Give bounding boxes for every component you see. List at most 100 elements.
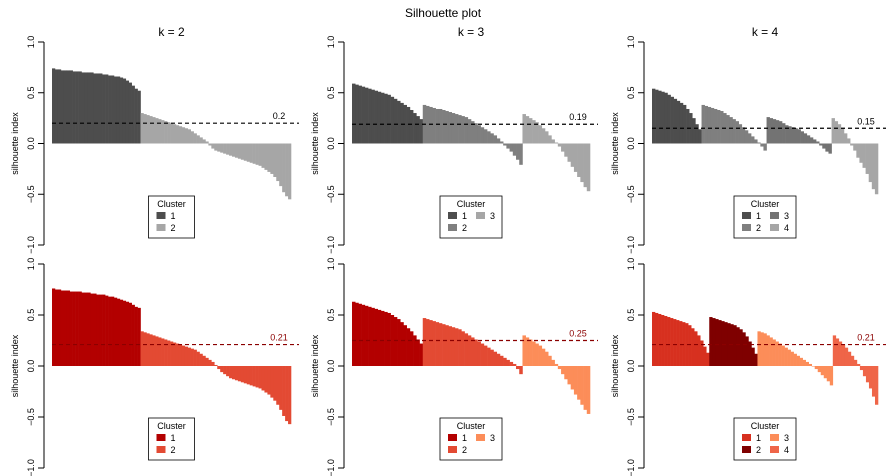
bar-cluster-1 <box>128 302 132 366</box>
y-tick-label: 1.0 <box>626 258 636 271</box>
legend-label-1: 1 <box>171 433 176 443</box>
y-axis-label: silhouette index <box>310 334 320 397</box>
bar-cluster-3 <box>580 366 584 405</box>
bar-cluster-1 <box>364 87 369 144</box>
bar-cluster-2 <box>187 129 191 144</box>
bar-cluster-2 <box>490 349 494 366</box>
y-tick-label: 1.0 <box>326 258 336 271</box>
legend-label-1: 1 <box>462 433 467 443</box>
bar-cluster-3 <box>522 335 526 366</box>
bar-cluster-2 <box>727 323 731 366</box>
legend-swatch-1 <box>448 212 457 219</box>
bar-cluster-3 <box>541 348 546 366</box>
legend-label-2: 2 <box>462 223 467 233</box>
bar-cluster-4 <box>862 366 867 377</box>
bar-cluster-2 <box>721 321 725 366</box>
bar-cluster-2 <box>237 143 242 159</box>
bar-cluster-2 <box>279 366 283 410</box>
bar-cluster-1 <box>63 70 68 144</box>
bar-cluster-2 <box>454 328 459 366</box>
bar-cluster-2 <box>172 342 177 366</box>
bar-cluster-2 <box>279 143 283 187</box>
bar-cluster-1 <box>667 317 671 366</box>
y-tick-label: −1.0 <box>326 459 336 476</box>
bar-cluster-2 <box>741 127 746 144</box>
bar-cluster-4 <box>865 143 870 174</box>
bar-cluster-3 <box>573 366 578 395</box>
legend-swatch-2 <box>448 224 457 231</box>
panel-title: k = 3 <box>458 25 485 39</box>
bar-cluster-1 <box>384 93 388 144</box>
bar-cluster-1 <box>670 318 674 366</box>
bar-cluster-2 <box>435 322 440 366</box>
y-axis-label: silhouette index <box>310 112 320 175</box>
bar-cluster-4 <box>853 143 857 151</box>
bar-cluster-2 <box>202 139 206 144</box>
silhouette-panel-5: 1.0 0.5 0.0 −0.5 −1.0 silhouette index 0.25 Clu… <box>310 258 598 476</box>
bar-cluster-3 <box>796 355 800 366</box>
bar-cluster-2 <box>763 143 767 151</box>
bar-cluster-2 <box>751 347 755 366</box>
bar-cluster-1 <box>698 129 702 144</box>
bar-cluster-1 <box>90 293 94 366</box>
bar-cluster-1 <box>406 328 411 366</box>
bar-cluster-4 <box>831 118 835 144</box>
bar-cluster-2 <box>202 355 206 366</box>
bar-cluster-1 <box>128 82 132 144</box>
bar-cluster-4 <box>865 366 870 383</box>
bar-cluster-1 <box>661 315 665 366</box>
bar-cluster-2 <box>757 142 761 144</box>
bar-cluster-2 <box>483 129 488 144</box>
legend-swatch-4 <box>770 224 779 231</box>
legend-title: Cluster <box>457 199 486 209</box>
bar-cluster-2 <box>496 138 501 144</box>
main-title: Silhouette plot <box>404 6 482 20</box>
bar-cluster-2 <box>167 340 171 366</box>
bar-cluster-1 <box>658 313 662 366</box>
bar-cluster-2 <box>229 143 233 156</box>
silhouette-panel-3: k = 4 1.0 0.5 0.0 −0.5 −1.0 silhouette index 0.… <box>610 25 886 254</box>
bar-cluster-1 <box>119 299 124 366</box>
bar-cluster-2 <box>735 121 739 144</box>
bar-cluster-2 <box>181 127 186 144</box>
bar-cluster-1 <box>102 74 106 144</box>
bar-cluster-4 <box>850 355 855 366</box>
bar-cluster-4 <box>859 366 864 371</box>
bar-cluster-3 <box>825 143 829 152</box>
bar-cluster-3 <box>554 363 559 366</box>
bar-cluster-3 <box>826 366 831 382</box>
bar-cluster-3 <box>775 120 780 144</box>
bar-cluster-1 <box>72 291 76 366</box>
bar-cluster-1 <box>81 292 85 366</box>
bar-cluster-2 <box>158 119 162 144</box>
bar-cluster-2 <box>710 107 715 144</box>
bar-cluster-2 <box>243 143 248 161</box>
bar-cluster-2 <box>739 329 743 366</box>
bar-cluster-3 <box>819 143 823 146</box>
bar-cluster-2 <box>715 319 719 366</box>
bar-cluster-3 <box>811 366 816 367</box>
bar-cluster-2 <box>143 114 147 144</box>
bar-cluster-1 <box>652 311 656 366</box>
y-tick-label: 0.5 <box>26 309 36 322</box>
bar-cluster-1 <box>685 323 689 366</box>
bar-cluster-2 <box>429 106 433 144</box>
bar-cluster-2 <box>258 366 262 389</box>
bar-cluster-2 <box>493 351 498 366</box>
legend-swatch-2 <box>742 446 751 453</box>
bar-cluster-2 <box>712 318 716 366</box>
bar-cluster-1 <box>134 88 138 144</box>
bar-cluster-2 <box>512 363 517 366</box>
bar-cluster-2 <box>214 143 218 151</box>
bar-cluster-2 <box>442 110 446 144</box>
legend-label-1: 1 <box>756 433 761 443</box>
bar-cluster-2 <box>187 347 191 366</box>
bar-cluster-1 <box>655 312 659 366</box>
y-tick-label: 0.0 <box>26 137 36 150</box>
bar-cluster-1 <box>686 108 690 144</box>
bar-cluster-2 <box>172 124 177 144</box>
bar-cluster-1 <box>703 346 707 366</box>
bar-cluster-1 <box>93 293 97 366</box>
bar-cluster-1 <box>87 292 91 366</box>
